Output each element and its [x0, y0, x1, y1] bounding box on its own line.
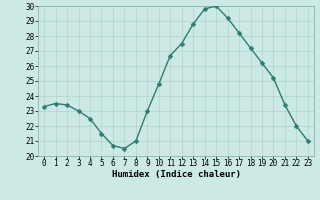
X-axis label: Humidex (Indice chaleur): Humidex (Indice chaleur): [111, 170, 241, 179]
